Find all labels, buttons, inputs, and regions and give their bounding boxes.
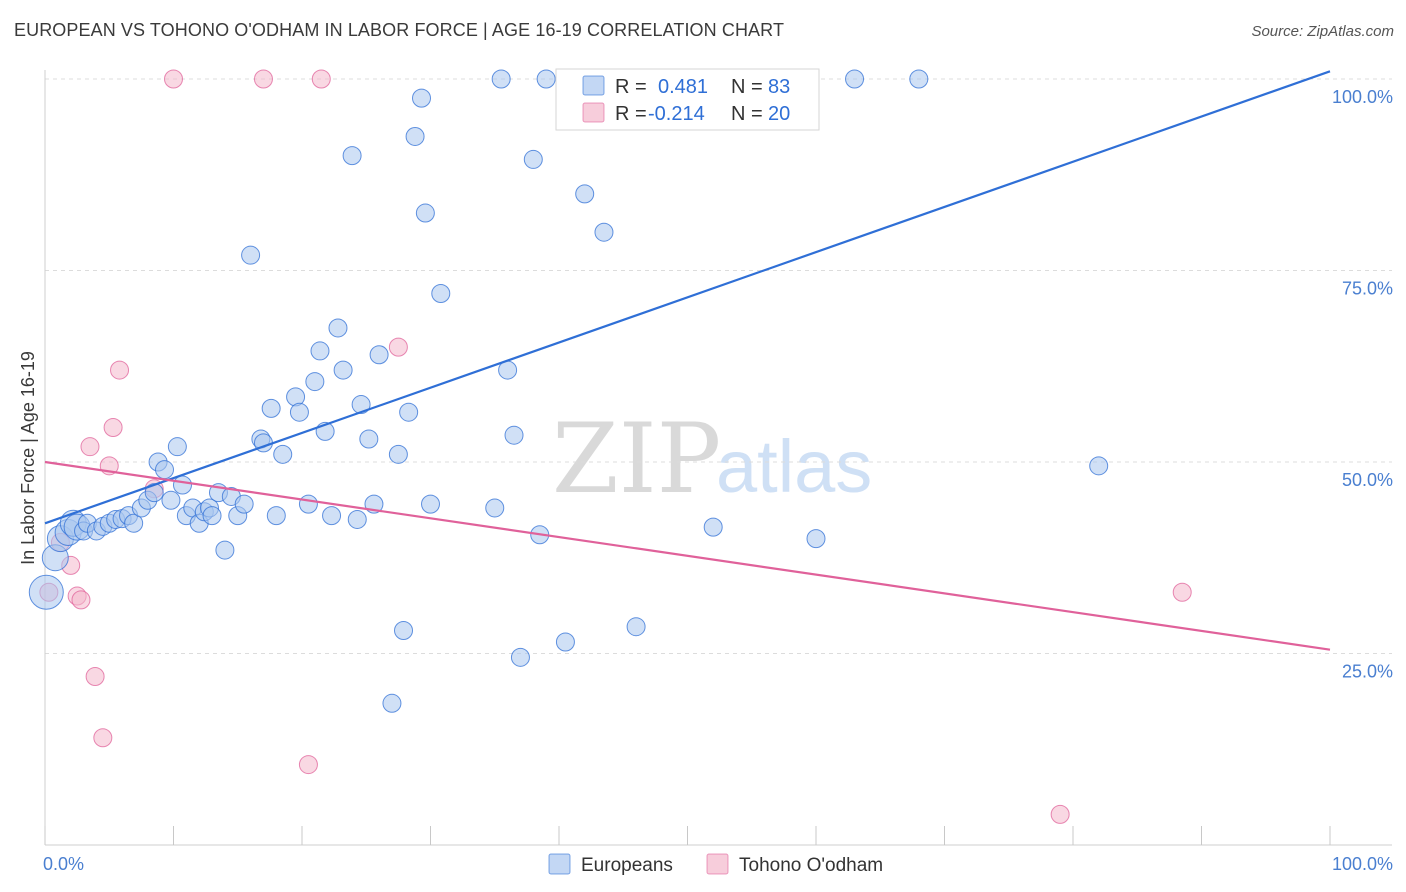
- series-legend-label-tohono: Tohono O'odham: [739, 855, 883, 876]
- tohono-point: [311, 69, 331, 89]
- europeans-point: [28, 574, 64, 610]
- europeans-point: [310, 341, 330, 361]
- europeans-point: [241, 245, 261, 265]
- europeans-point: [289, 402, 309, 422]
- tohono-point: [388, 337, 408, 357]
- source-label: Source: ZipAtlas.com: [1251, 23, 1394, 40]
- x-tick-label-min: 0.0%: [43, 854, 84, 874]
- y-tick-label-25: 25.0%: [1342, 662, 1393, 682]
- series-europeans-points: [28, 69, 1109, 713]
- legend-n-label-tohono: N =: [731, 103, 763, 125]
- europeans-point: [273, 444, 293, 464]
- europeans-point: [144, 483, 164, 503]
- europeans-point: [234, 494, 254, 514]
- watermark-zip: ZIP: [552, 403, 721, 515]
- europeans-point: [359, 429, 379, 449]
- europeans-point: [124, 513, 144, 533]
- y-tick-label-100: 100.0%: [1332, 87, 1393, 107]
- europeans-point: [510, 647, 530, 667]
- europeans-point: [1089, 456, 1109, 476]
- europeans-point: [351, 395, 371, 415]
- europeans-point: [261, 398, 281, 418]
- europeans-point: [172, 475, 192, 495]
- europeans-point: [555, 632, 575, 652]
- tohono-point: [253, 69, 273, 89]
- europeans-point: [322, 506, 342, 526]
- legend-n-value-tohono: 20: [768, 103, 790, 125]
- europeans-point: [412, 88, 432, 108]
- europeans-point: [155, 460, 175, 480]
- series-legend-swatch-tohono: [706, 853, 729, 875]
- europeans-point: [909, 69, 929, 89]
- europeans-point: [491, 69, 511, 89]
- legend-n-value-europeans: 83: [768, 76, 790, 98]
- y-axis-title: In Labor Force | Age 16-19: [18, 351, 38, 565]
- tohono-trend-line: [44, 460, 1331, 651]
- europeans-point: [388, 444, 408, 464]
- tohono-point: [1172, 582, 1192, 602]
- series-legend: Europeans Tohono O'odham: [548, 853, 883, 876]
- legend-swatch-tohono: [582, 102, 605, 123]
- correlation-legend: R = 0.481 N = 83 R = -0.214 N = 20: [555, 68, 820, 131]
- gridlines: [45, 78, 1392, 654]
- europeans-point: [806, 529, 826, 549]
- tohono-point: [85, 666, 105, 686]
- europeans-point: [485, 498, 505, 518]
- x-axis-ticks: [44, 826, 1331, 845]
- europeans-point: [594, 222, 614, 242]
- legend-r-value-europeans: 0.481: [658, 76, 708, 98]
- legend-r-value-tohono: -0.214: [648, 103, 705, 125]
- europeans-point: [305, 372, 325, 392]
- chart-title: EUROPEAN VS TOHONO O'ODHAM IN LABOR FORC…: [14, 20, 785, 40]
- x-tick-label-max: 100.0%: [1332, 854, 1393, 874]
- tohono-point: [110, 360, 130, 380]
- tohono-point: [164, 69, 183, 89]
- europeans-point: [421, 494, 440, 514]
- europeans-point: [342, 146, 362, 166]
- europeans-point: [333, 360, 353, 380]
- europeans-point: [202, 506, 222, 526]
- europeans-point: [266, 506, 286, 526]
- europeans-point: [369, 345, 389, 365]
- tohono-point: [103, 418, 123, 438]
- europeans-point: [161, 490, 181, 510]
- tohono-point: [80, 437, 100, 457]
- europeans-point: [523, 149, 543, 169]
- europeans-point: [415, 203, 435, 223]
- tohono-point: [298, 755, 318, 775]
- series-legend-label-europeans: Europeans: [581, 855, 673, 876]
- europeans-point: [504, 425, 524, 445]
- europeans-point: [575, 184, 595, 204]
- europeans-point: [536, 69, 556, 89]
- europeans-point: [298, 494, 318, 514]
- europeans-point: [845, 69, 865, 89]
- europeans-point: [703, 517, 723, 537]
- europeans-point: [215, 540, 235, 560]
- europeans-trend-line: [44, 70, 1331, 525]
- legend-r-label-tohono: R =: [615, 103, 647, 125]
- europeans-point: [347, 509, 367, 529]
- europeans-point: [328, 318, 348, 338]
- tohono-point: [93, 728, 113, 748]
- y-tick-label-50: 50.0%: [1342, 470, 1393, 490]
- europeans-point: [626, 617, 646, 637]
- y-tick-label-75: 75.0%: [1342, 279, 1393, 299]
- series-legend-swatch-europeans: [548, 853, 571, 875]
- europeans-point: [167, 437, 187, 457]
- tohono-point: [71, 590, 91, 610]
- europeans-point: [399, 402, 419, 422]
- tohono-point: [1050, 804, 1070, 824]
- legend-swatch-europeans: [582, 75, 605, 96]
- europeans-point: [382, 693, 402, 713]
- legend-n-label-europeans: N =: [731, 76, 763, 98]
- europeans-point: [394, 621, 414, 641]
- europeans-point: [431, 283, 451, 303]
- watermark-atlas: atlas: [716, 425, 872, 508]
- legend-r-label-europeans: R =: [615, 76, 647, 98]
- europeans-point: [405, 126, 425, 146]
